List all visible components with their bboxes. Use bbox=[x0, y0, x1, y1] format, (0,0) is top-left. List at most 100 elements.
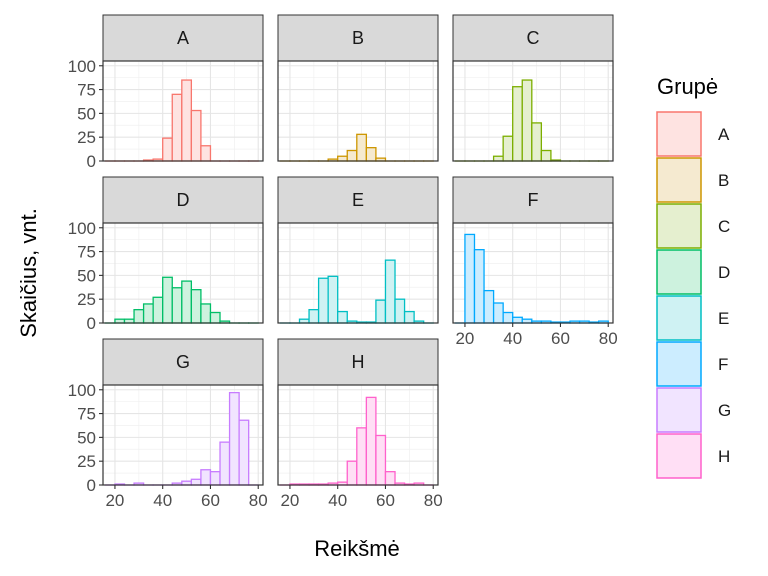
legend-key bbox=[656, 341, 702, 387]
legend-item-b: B bbox=[656, 157, 729, 203]
y-tick-label: 50 bbox=[77, 266, 96, 285]
y-tick-label: 0 bbox=[87, 476, 96, 495]
histogram-bar bbox=[346, 460, 358, 486]
histogram-bar bbox=[238, 419, 250, 486]
panel-border bbox=[452, 222, 614, 324]
legend-key bbox=[656, 433, 702, 479]
histogram-bar bbox=[346, 149, 358, 162]
x-tick-label: 40 bbox=[503, 329, 522, 348]
y-axis-title: Skaičius, vnt. bbox=[16, 208, 41, 338]
histogram-bar bbox=[171, 93, 183, 162]
panel-border bbox=[452, 60, 614, 162]
histogram-bar bbox=[403, 310, 415, 324]
panel-border bbox=[102, 222, 264, 324]
facet-b: B bbox=[277, 14, 439, 162]
histogram-bar bbox=[464, 233, 476, 324]
legend-item-a: A bbox=[656, 111, 730, 157]
histogram-bar bbox=[200, 469, 212, 486]
histogram-bar bbox=[492, 302, 504, 324]
histogram-bar bbox=[181, 79, 193, 162]
legend-item-h: H bbox=[656, 433, 730, 479]
legend-label: H bbox=[718, 447, 730, 466]
axes-layer: 0 25 50 75 100 0 25 50 75 100 20 40 60 80 0 25 50 75 100 20… bbox=[68, 57, 618, 510]
histogram-bar bbox=[200, 145, 212, 162]
x-tick-label: 60 bbox=[376, 491, 395, 510]
x-tick-label: 60 bbox=[201, 491, 220, 510]
histogram-bar bbox=[327, 275, 339, 324]
legend-title: Grupė bbox=[657, 74, 718, 99]
facet-strip bbox=[102, 176, 264, 224]
histogram-bar bbox=[473, 249, 485, 324]
x-tick-label: 80 bbox=[424, 491, 443, 510]
histogram-bar bbox=[317, 277, 329, 324]
y-tick-label: 25 bbox=[77, 128, 96, 147]
histogram-bar bbox=[152, 296, 164, 324]
histogram-bar bbox=[384, 259, 396, 324]
histogram-bar bbox=[540, 149, 552, 162]
histogram-bar bbox=[492, 155, 504, 162]
x-tick-label: 40 bbox=[153, 491, 172, 510]
facet-strip-label: A bbox=[177, 28, 189, 48]
legend-key bbox=[656, 295, 702, 341]
facet-strip bbox=[277, 14, 439, 62]
legend-label: D bbox=[718, 263, 730, 282]
facet-strip bbox=[102, 14, 264, 62]
histogram-bar bbox=[502, 135, 514, 162]
histogram-bar bbox=[190, 109, 202, 162]
facet-h: H bbox=[277, 338, 439, 486]
facet-a: A bbox=[102, 14, 264, 162]
panel-border bbox=[277, 384, 439, 486]
histogram-bar bbox=[375, 434, 387, 486]
histogram-bar bbox=[209, 311, 221, 324]
legend-label: A bbox=[718, 125, 730, 144]
histogram-bar bbox=[394, 298, 406, 324]
histogram-bar bbox=[483, 289, 495, 324]
facet-strip-label: G bbox=[176, 352, 190, 372]
histogram-bar bbox=[308, 309, 320, 324]
y-tick-label: 75 bbox=[77, 243, 96, 262]
y-tick-label: 100 bbox=[68, 57, 96, 76]
y-tick-label: 75 bbox=[77, 405, 96, 424]
legend-label: C bbox=[718, 217, 730, 236]
x-tick-label: 80 bbox=[249, 491, 268, 510]
x-tick-label: 20 bbox=[105, 491, 124, 510]
panel-background bbox=[278, 223, 438, 323]
panel-border bbox=[102, 384, 264, 486]
x-axis-title: Reikšmė bbox=[314, 536, 400, 561]
legend-item-d: D bbox=[656, 249, 730, 295]
y-tick-label: 50 bbox=[77, 104, 96, 123]
histogram-bar bbox=[162, 137, 173, 162]
facet-strip-label: F bbox=[528, 190, 539, 210]
histogram-bar bbox=[337, 310, 348, 324]
histogram-bar bbox=[365, 147, 377, 162]
legend-label: B bbox=[718, 171, 729, 190]
panel-border bbox=[102, 60, 264, 162]
x-tick-label: 20 bbox=[455, 329, 474, 348]
histogram-bar bbox=[209, 471, 221, 486]
histogram-bar bbox=[190, 478, 202, 486]
histogram-bar bbox=[502, 311, 514, 324]
histogram-bar bbox=[375, 299, 387, 324]
histogram-bar bbox=[162, 276, 173, 324]
legend-key bbox=[656, 157, 702, 203]
facet-strip-label: H bbox=[352, 352, 365, 372]
facet-d: D bbox=[102, 176, 264, 324]
histogram-bar bbox=[356, 427, 368, 486]
facet-strip-label: D bbox=[177, 190, 190, 210]
y-tick-label: 50 bbox=[77, 428, 96, 447]
histogram-bar bbox=[512, 86, 523, 162]
histogram-bar bbox=[512, 316, 523, 324]
facets-layer: A B C D E F G H bbox=[102, 14, 614, 486]
histogram-bar bbox=[531, 122, 543, 162]
legend: Grupė A B C D E F G H bbox=[656, 74, 731, 479]
facet-strip-label: E bbox=[352, 190, 364, 210]
facet-strip bbox=[277, 176, 439, 224]
legend-label: E bbox=[718, 309, 729, 328]
legend-label: G bbox=[718, 401, 731, 420]
histogram-bar bbox=[133, 309, 145, 324]
y-tick-label: 100 bbox=[68, 219, 96, 238]
histogram-bar bbox=[356, 133, 368, 162]
histogram-bar bbox=[521, 79, 533, 162]
histogram-bar bbox=[190, 289, 202, 324]
